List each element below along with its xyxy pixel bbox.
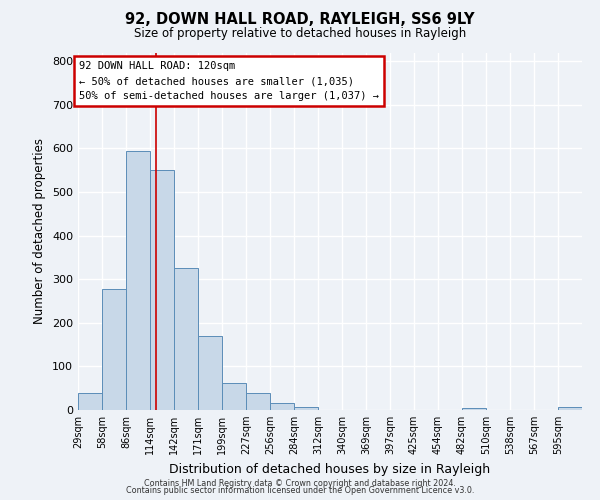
Bar: [558, 406, 582, 410]
Bar: [126, 150, 150, 410]
Bar: [294, 406, 318, 410]
Text: 92 DOWN HALL ROAD: 120sqm
← 50% of detached houses are smaller (1,035)
50% of se: 92 DOWN HALL ROAD: 120sqm ← 50% of detac…: [79, 61, 379, 101]
Bar: [270, 404, 294, 410]
Text: Contains public sector information licensed under the Open Government Licence v3: Contains public sector information licen…: [126, 486, 474, 495]
Bar: [78, 394, 102, 410]
Bar: [462, 408, 486, 410]
Y-axis label: Number of detached properties: Number of detached properties: [34, 138, 46, 324]
Text: 92, DOWN HALL ROAD, RAYLEIGH, SS6 9LY: 92, DOWN HALL ROAD, RAYLEIGH, SS6 9LY: [125, 12, 475, 28]
Bar: [246, 394, 270, 410]
X-axis label: Distribution of detached houses by size in Rayleigh: Distribution of detached houses by size …: [169, 462, 491, 475]
Bar: [222, 382, 246, 410]
Text: Size of property relative to detached houses in Rayleigh: Size of property relative to detached ho…: [134, 28, 466, 40]
Bar: [150, 170, 174, 410]
Bar: [174, 268, 198, 410]
Bar: [102, 289, 126, 410]
Bar: [198, 336, 222, 410]
Text: Contains HM Land Registry data © Crown copyright and database right 2024.: Contains HM Land Registry data © Crown c…: [144, 478, 456, 488]
